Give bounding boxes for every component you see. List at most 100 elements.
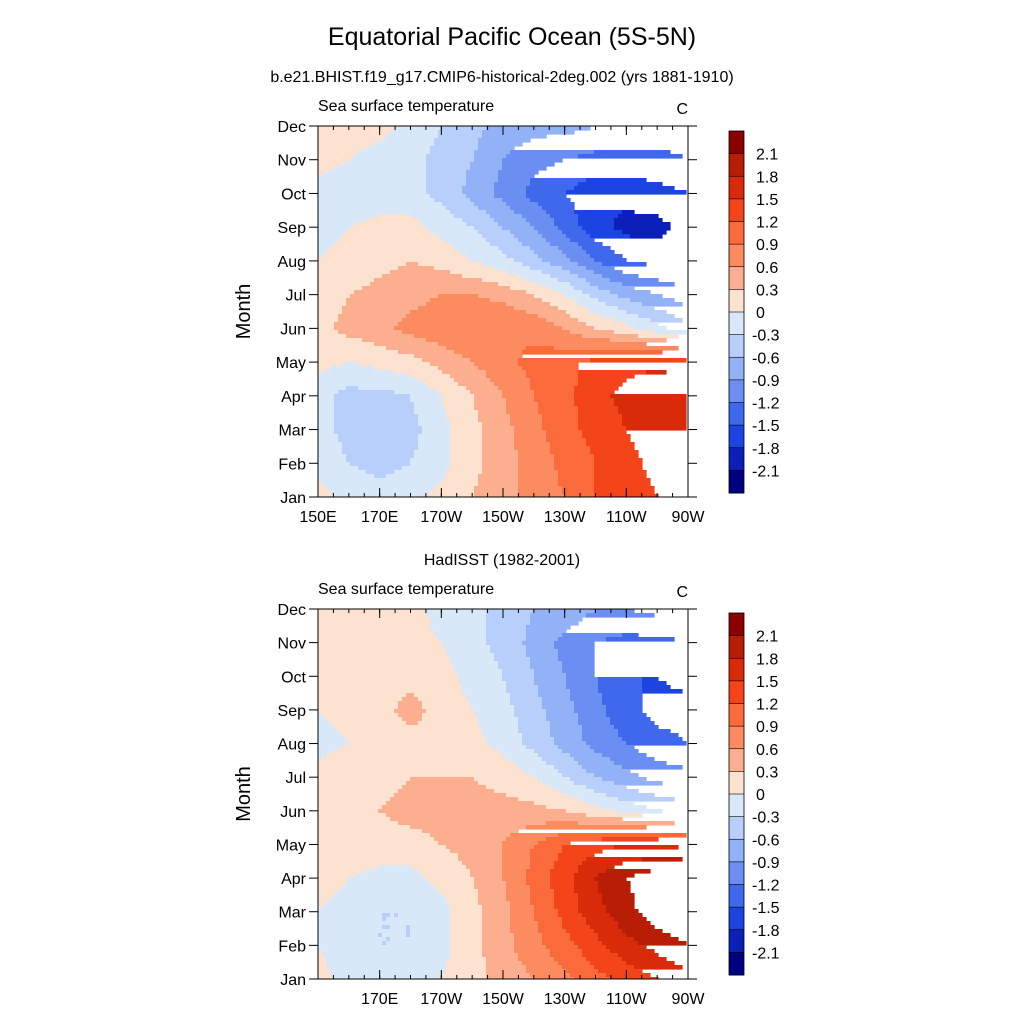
contour-cell <box>402 466 451 471</box>
contour-cell <box>482 426 515 431</box>
contour-cell <box>318 637 439 642</box>
contour-cell <box>434 837 507 842</box>
contour-cell <box>578 717 611 722</box>
contour-cell <box>342 362 359 367</box>
contour-cell <box>334 977 443 979</box>
contour-cell <box>334 406 415 411</box>
contour-cell <box>318 290 355 295</box>
contour-cell <box>402 318 547 323</box>
contour-cell <box>490 645 527 650</box>
contour-cell <box>562 965 595 970</box>
contour-cell <box>342 306 419 311</box>
contour-cell <box>318 318 339 323</box>
contour-cell <box>598 889 631 894</box>
contour-cell <box>454 669 503 674</box>
contour-cell <box>602 262 647 267</box>
contour-cell <box>354 290 527 295</box>
contour-cell <box>570 282 591 287</box>
contour-cell <box>578 865 615 870</box>
contour-cell <box>578 797 619 802</box>
contour-cell <box>318 945 451 950</box>
contour-cell <box>474 713 515 718</box>
contour-cell <box>318 733 343 738</box>
contour-cell <box>506 897 531 902</box>
contour-cell <box>474 877 503 882</box>
contour-cell <box>450 941 483 946</box>
contour-cell <box>630 298 675 303</box>
contour-cell <box>450 913 483 918</box>
contour-cell <box>386 941 451 946</box>
contour-cell <box>318 741 351 746</box>
contour-cell <box>574 757 611 762</box>
contour-cell <box>466 170 499 175</box>
contour-cell <box>618 921 651 926</box>
contour-cell <box>470 701 511 706</box>
contour-cell <box>434 486 475 491</box>
contour-cell <box>450 270 507 275</box>
contour-cell <box>318 901 327 906</box>
contour-cell <box>318 889 339 894</box>
contour-cell <box>598 677 643 682</box>
contour-cell <box>482 945 515 950</box>
contour-cell <box>318 769 523 774</box>
contour-cell <box>530 973 571 978</box>
contour-cell <box>558 226 583 231</box>
contour-cell <box>518 494 567 497</box>
contour-cell <box>318 138 383 143</box>
contour-cell <box>530 182 579 187</box>
contour-cell <box>418 418 451 423</box>
colorbar-label: 0 <box>756 787 765 804</box>
contour-cell <box>622 737 683 742</box>
contour-cell <box>418 414 447 419</box>
contour-cell <box>382 917 387 922</box>
contour-cell <box>486 126 591 131</box>
contour-cell <box>358 362 431 367</box>
contour-cell <box>474 154 507 159</box>
contour-cell <box>506 410 539 415</box>
contour-cell <box>502 677 535 682</box>
contour-cell <box>442 398 475 403</box>
contour-cell <box>494 657 531 662</box>
contour-cell <box>382 138 435 143</box>
contour-cell <box>318 937 387 942</box>
contour-cell <box>494 653 527 658</box>
contour-cell <box>390 797 519 802</box>
contour-cell <box>418 218 463 223</box>
contour-cell <box>498 178 531 183</box>
contour-cell <box>498 174 535 179</box>
contour-cell <box>342 745 491 750</box>
contour-cell <box>426 226 475 231</box>
contour-cell <box>454 214 491 219</box>
contour-cell <box>338 238 443 243</box>
contour-cell <box>514 258 543 263</box>
contour-cell <box>526 374 579 379</box>
contour-cell <box>550 286 575 291</box>
contour-cell <box>430 298 491 303</box>
contour-cell <box>530 266 563 271</box>
contour-cell <box>318 693 407 698</box>
contour-cell <box>514 430 547 435</box>
colorbar-swatch <box>729 952 744 976</box>
colorbar-swatch <box>729 357 744 381</box>
contour-cell <box>426 190 463 195</box>
colorbar-swatch <box>729 794 744 818</box>
contour-cell <box>574 298 599 303</box>
contour-cell <box>594 462 643 467</box>
contour-cell <box>558 857 587 862</box>
contour-cell <box>414 450 451 455</box>
contour-cell <box>482 925 511 930</box>
contour-cell <box>538 925 563 930</box>
contour-cell <box>442 645 491 650</box>
contour-cell <box>438 130 483 135</box>
contour-cell <box>494 194 527 199</box>
contour-cell <box>618 729 671 734</box>
contour-cell <box>318 789 399 794</box>
contour-cell <box>450 242 491 247</box>
contour-cell <box>542 941 575 946</box>
contour-cell <box>606 709 643 714</box>
contour-cell <box>446 961 487 966</box>
contour-cell <box>598 969 643 974</box>
contour-cell <box>318 146 367 151</box>
contour-cell <box>590 234 631 239</box>
contour-cell <box>318 865 379 870</box>
